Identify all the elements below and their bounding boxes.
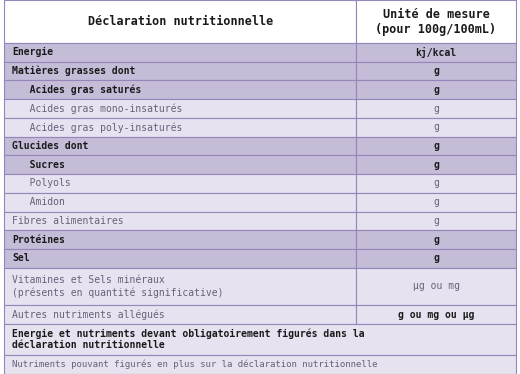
Text: Acides gras saturés: Acides gras saturés: [12, 85, 141, 95]
Bar: [4, 43, 356, 62]
Bar: [4, 80, 356, 99]
Text: g: g: [433, 66, 439, 76]
Bar: [4, 324, 516, 355]
Bar: [356, 249, 516, 268]
Bar: [4, 155, 356, 174]
Text: Vitamines et Sels minéraux
(présents en quantité significative): Vitamines et Sels minéraux (présents en …: [12, 275, 224, 298]
Bar: [4, 137, 356, 155]
Bar: [4, 0, 356, 43]
Text: Acides gras mono-insaturés: Acides gras mono-insaturés: [12, 103, 183, 114]
Text: Unité de mesure
(pour 100g/100mL): Unité de mesure (pour 100g/100mL): [375, 7, 497, 36]
Text: Nutriments pouvant figurés en plus sur la déclaration nutritionnelle: Nutriments pouvant figurés en plus sur l…: [12, 359, 378, 369]
Bar: [356, 305, 516, 324]
Bar: [356, 0, 516, 43]
Bar: [356, 174, 516, 193]
Text: g: g: [433, 122, 439, 132]
Text: Autres nutriments allégués: Autres nutriments allégués: [12, 309, 165, 320]
Bar: [356, 137, 516, 155]
Bar: [4, 174, 356, 193]
Text: Polyols: Polyols: [12, 178, 71, 188]
Bar: [4, 249, 356, 268]
Text: Protéines: Protéines: [12, 234, 65, 245]
Bar: [4, 230, 356, 249]
Bar: [4, 212, 356, 230]
Text: Energie: Energie: [12, 47, 53, 57]
Text: g: g: [433, 197, 439, 207]
Text: Glucides dont: Glucides dont: [12, 141, 88, 151]
Bar: [356, 99, 516, 118]
Bar: [356, 193, 516, 212]
Text: g: g: [433, 216, 439, 226]
Text: g: g: [433, 178, 439, 188]
Bar: [356, 268, 516, 305]
Text: Energie et nutriments devant obligatoirement figurés dans la
déclaration nutriti: Energie et nutriments devant obligatoire…: [12, 328, 365, 350]
Text: g: g: [433, 141, 439, 151]
Bar: [356, 80, 516, 99]
Text: Sucres: Sucres: [12, 160, 65, 170]
Text: g: g: [433, 85, 439, 95]
Text: kj/kcal: kj/kcal: [415, 47, 457, 58]
Text: Fibres alimentaires: Fibres alimentaires: [12, 216, 124, 226]
Bar: [356, 155, 516, 174]
Text: Déclaration nutritionnelle: Déclaration nutritionnelle: [87, 15, 273, 28]
Text: g: g: [433, 253, 439, 263]
Text: g: g: [433, 160, 439, 170]
Text: μg ou mg: μg ou mg: [412, 281, 460, 291]
Text: g: g: [433, 234, 439, 245]
Bar: [4, 355, 516, 374]
Bar: [4, 193, 356, 212]
Bar: [356, 43, 516, 62]
Bar: [4, 305, 356, 324]
Bar: [4, 62, 356, 80]
Bar: [4, 268, 356, 305]
Text: g ou mg ou μg: g ou mg ou μg: [398, 310, 474, 319]
Text: Acides gras poly-insaturés: Acides gras poly-insaturés: [12, 122, 183, 132]
Bar: [356, 62, 516, 80]
Text: Matières grasses dont: Matières grasses dont: [12, 66, 135, 76]
Bar: [356, 230, 516, 249]
Bar: [356, 212, 516, 230]
Bar: [4, 99, 356, 118]
Bar: [356, 118, 516, 137]
Text: Amidon: Amidon: [12, 197, 65, 207]
Bar: [4, 118, 356, 137]
Text: Sel: Sel: [12, 253, 30, 263]
Text: g: g: [433, 104, 439, 114]
